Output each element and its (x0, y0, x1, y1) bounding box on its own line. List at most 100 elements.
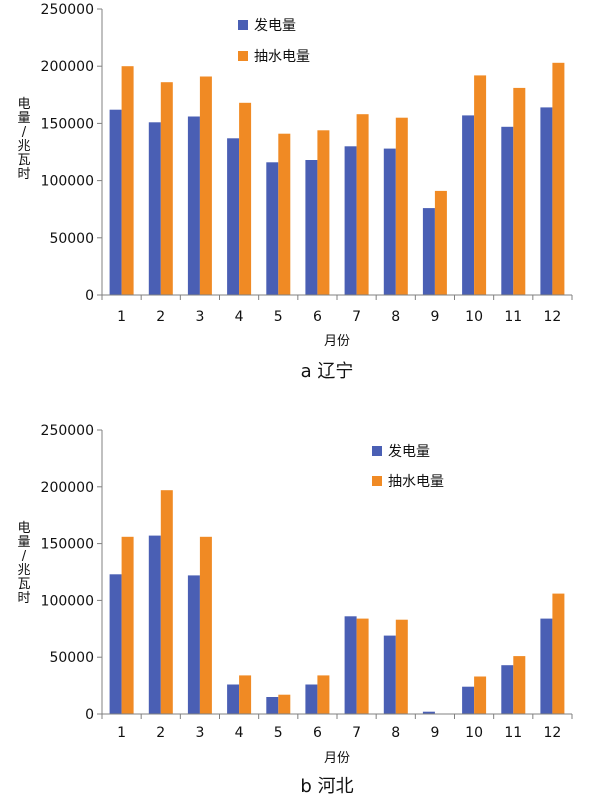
bar-pumping-8 (395, 117, 408, 295)
bar-pumping-3 (199, 536, 212, 714)
bar-generation-12 (540, 618, 553, 714)
bar-pumping-7 (356, 114, 369, 295)
x-tick-label: 12 (544, 309, 562, 325)
bar-generation-11 (501, 126, 514, 295)
x-tick-label: 5 (274, 725, 283, 741)
legend-label-generation: 发电量 (254, 18, 296, 34)
bar-pumping-11 (513, 87, 526, 296)
x-tick-label: 3 (195, 725, 204, 741)
legend-label-pumping: 抽水电量 (388, 474, 444, 490)
bar-generation-5 (266, 162, 279, 295)
y-tick-label: 200000 (41, 480, 94, 496)
bar-generation-1 (109, 109, 122, 295)
bar-generation-12 (540, 107, 553, 296)
y-tick-label: 50000 (49, 231, 94, 247)
bar-generation-10 (462, 686, 475, 714)
legend-swatch-generation (238, 20, 248, 30)
legend-swatch-generation (372, 446, 382, 456)
chart-caption: b 河北 (300, 776, 353, 797)
x-tick-label: 1 (117, 725, 126, 741)
bar-pumping-4 (239, 675, 252, 714)
x-tick-label: 7 (352, 309, 361, 325)
legend-label-pumping: 抽水电量 (254, 49, 310, 65)
legend-swatch-pumping (238, 51, 248, 61)
bar-pumping-5 (278, 133, 291, 295)
x-tick-label: 3 (195, 309, 204, 325)
bar-generation-7 (344, 616, 357, 714)
x-tick-label: 12 (544, 725, 562, 741)
y-tick-label: 250000 (41, 2, 94, 18)
x-tick-label: 5 (274, 309, 283, 325)
bar-pumping-10 (474, 75, 487, 296)
legend-swatch-pumping (372, 476, 382, 486)
x-tick-label: 4 (235, 725, 244, 741)
bar-pumping-7 (356, 618, 369, 714)
y-tick-label: 250000 (41, 423, 94, 439)
x-tick-label: 9 (430, 725, 439, 741)
x-tick-label: 7 (352, 725, 361, 741)
bar-pumping-2 (160, 82, 173, 295)
y-tick-label: 100000 (41, 593, 94, 609)
x-tick-label: 9 (430, 309, 439, 325)
x-tick-label: 1 (117, 309, 126, 325)
bar-pumping-1 (121, 536, 134, 714)
bar-generation-2 (148, 535, 161, 714)
y-tick-label: 150000 (41, 116, 94, 132)
bar-pumping-10 (474, 676, 487, 714)
x-tick-label: 6 (313, 725, 322, 741)
bar-pumping-6 (317, 130, 330, 295)
x-tick-label: 2 (156, 309, 165, 325)
y-tick-label: 0 (85, 288, 94, 304)
chart-caption: a 辽宁 (301, 361, 354, 382)
x-tick-label: 6 (313, 309, 322, 325)
bar-generation-1 (109, 574, 122, 714)
bar-pumping-2 (160, 490, 173, 714)
bar-pumping-3 (199, 76, 212, 295)
x-tick-label: 4 (235, 309, 244, 325)
bar-generation-9 (422, 711, 435, 714)
x-axis-label: 月份 (324, 334, 350, 349)
bar-generation-4 (227, 138, 240, 295)
bar-generation-2 (148, 122, 161, 295)
bar-generation-9 (422, 208, 435, 295)
bar-pumping-12 (552, 593, 565, 714)
x-tick-label: 10 (465, 725, 483, 741)
bar-pumping-8 (395, 619, 408, 714)
x-tick-label: 8 (391, 309, 400, 325)
x-tick-label: 11 (504, 309, 522, 325)
bar-pumping-4 (239, 102, 252, 295)
bar-generation-3 (187, 116, 200, 295)
y-tick-label: 50000 (49, 650, 94, 666)
bar-pumping-9 (434, 190, 447, 295)
bar-generation-6 (305, 684, 318, 714)
legend-label-generation: 发电量 (388, 444, 430, 460)
x-tick-label: 11 (504, 725, 522, 741)
bar-generation-7 (344, 146, 357, 295)
bar-pumping-11 (513, 656, 526, 714)
bar-generation-5 (266, 697, 279, 714)
y-tick-label: 150000 (41, 537, 94, 553)
bar-pumping-1 (121, 66, 134, 295)
bar-pumping-12 (552, 62, 565, 295)
x-tick-label: 2 (156, 725, 165, 741)
bar-pumping-6 (317, 675, 330, 714)
y-tick-label: 0 (85, 707, 94, 723)
y-axis-label: 电量/兆瓦时 (17, 97, 30, 182)
bar-generation-8 (383, 635, 396, 714)
bar-generation-3 (187, 575, 200, 714)
bar-generation-4 (227, 684, 240, 714)
bar-generation-10 (462, 115, 475, 296)
x-axis-label: 月份 (324, 751, 350, 766)
x-tick-label: 10 (465, 309, 483, 325)
x-tick-label: 8 (391, 725, 400, 741)
bar-generation-8 (383, 148, 396, 295)
bar-pumping-5 (278, 694, 291, 714)
y-axis-label: 电量/兆瓦时 (17, 521, 30, 606)
bar-generation-11 (501, 665, 514, 714)
y-tick-label: 200000 (41, 59, 94, 75)
y-tick-label: 100000 (41, 174, 94, 190)
